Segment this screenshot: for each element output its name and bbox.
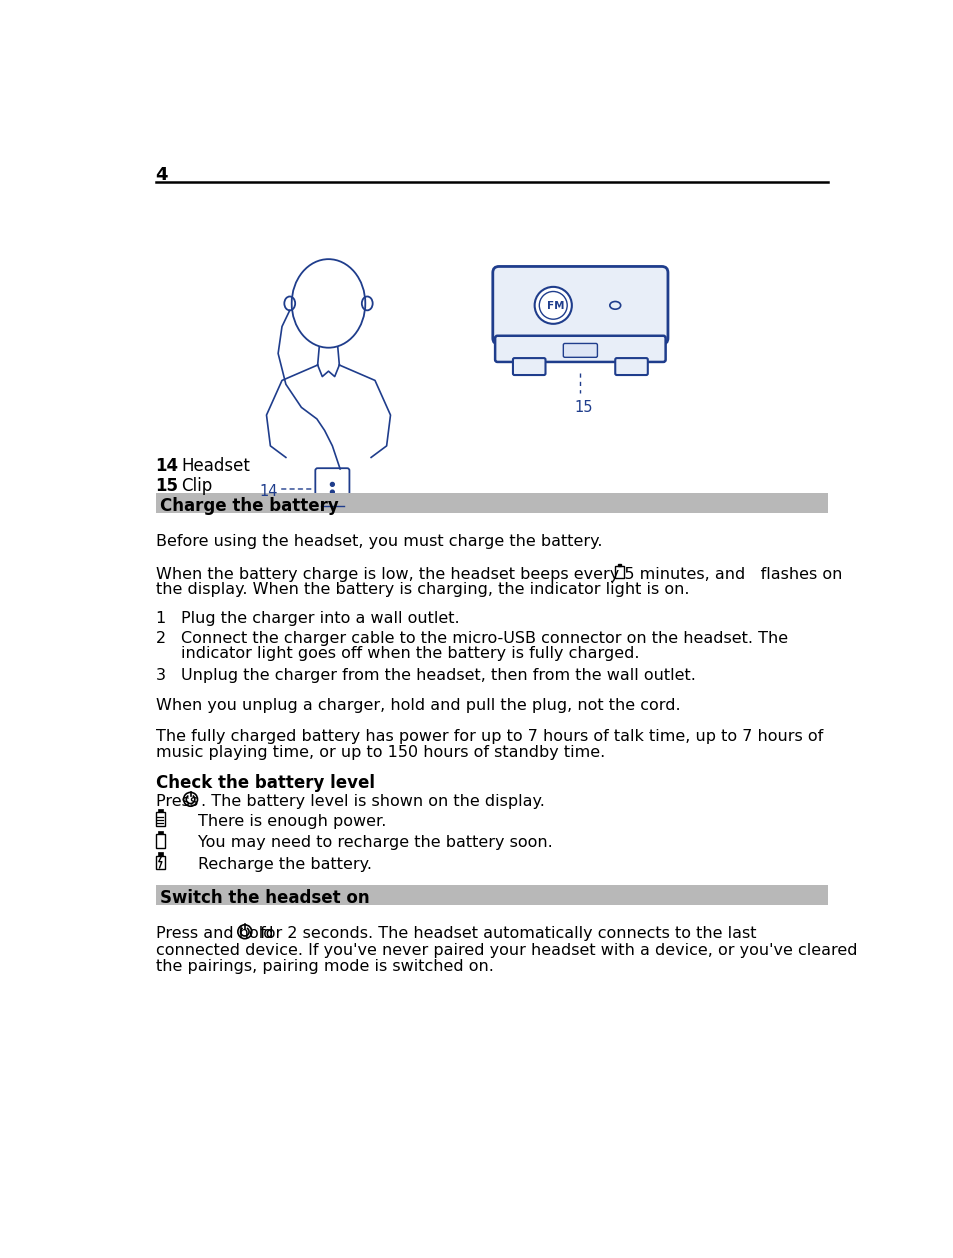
Text: the display. When the battery is charging, the indicator light is on.: the display. When the battery is chargin… <box>155 582 688 598</box>
Text: for 2 seconds. The headset automatically connects to the last: for 2 seconds. The headset automatically… <box>254 926 756 941</box>
Text: When you unplug a charger, hold and pull the plug, not the cord.: When you unplug a charger, hold and pull… <box>155 698 679 713</box>
Text: 14: 14 <box>259 483 277 498</box>
Text: Press: Press <box>155 794 203 809</box>
Text: . The battery level is shown on the display.: . The battery level is shown on the disp… <box>200 794 544 809</box>
FancyBboxPatch shape <box>158 809 162 813</box>
FancyBboxPatch shape <box>513 359 545 375</box>
Text: 1: 1 <box>155 611 166 626</box>
Text: Check the battery level: Check the battery level <box>155 774 375 791</box>
Text: 15: 15 <box>574 400 592 415</box>
FancyBboxPatch shape <box>495 336 665 362</box>
Text: You may need to recharge the battery soon.: You may need to recharge the battery soo… <box>198 835 553 850</box>
Text: When the battery charge is low, the headset beeps every 5 minutes, and   flashes: When the battery charge is low, the head… <box>155 567 841 581</box>
Circle shape <box>330 491 334 494</box>
Text: the pairings, pairing mode is switched on.: the pairings, pairing mode is switched o… <box>155 959 493 974</box>
Text: There is enough power.: There is enough power. <box>198 814 386 829</box>
Text: 4: 4 <box>155 166 168 185</box>
FancyBboxPatch shape <box>617 564 620 566</box>
Text: Plug the charger into a wall outlet.: Plug the charger into a wall outlet. <box>181 611 459 626</box>
Text: connected device. If you've never paired your headset with a device, or you've c: connected device. If you've never paired… <box>155 942 857 957</box>
Text: 2: 2 <box>155 630 166 645</box>
Text: Headset: Headset <box>181 458 250 476</box>
Text: music playing time, or up to 150 hours of standby time.: music playing time, or up to 150 hours o… <box>155 745 604 760</box>
Circle shape <box>330 498 334 502</box>
Text: The fully charged battery has power for up to 7 hours of talk time, up to 7 hour: The fully charged battery has power for … <box>155 730 822 745</box>
Circle shape <box>534 287 571 323</box>
Text: 15: 15 <box>155 477 178 494</box>
Text: Press and hold: Press and hold <box>155 926 278 941</box>
Circle shape <box>330 483 334 487</box>
Text: Connect the charger cable to the micro-USB connector on the headset. The: Connect the charger cable to the micro-U… <box>181 630 787 645</box>
FancyBboxPatch shape <box>158 830 162 834</box>
Text: 14: 14 <box>155 458 178 476</box>
Text: indicator light goes off when the battery is fully charged.: indicator light goes off when the batter… <box>181 647 639 660</box>
Text: Switch the headset on: Switch the headset on <box>159 889 369 907</box>
FancyBboxPatch shape <box>493 267 667 345</box>
Text: 3: 3 <box>155 668 166 683</box>
FancyBboxPatch shape <box>155 493 827 513</box>
Text: Recharge the battery.: Recharge the battery. <box>198 857 372 872</box>
FancyBboxPatch shape <box>158 853 162 855</box>
Text: Before using the headset, you must charge the battery.: Before using the headset, you must charg… <box>155 535 601 550</box>
FancyBboxPatch shape <box>155 884 827 905</box>
FancyBboxPatch shape <box>562 343 597 357</box>
Text: Charge the battery: Charge the battery <box>159 497 338 516</box>
Text: Unplug the charger from the headset, then from the wall outlet.: Unplug the charger from the headset, the… <box>181 668 696 683</box>
Text: FM: FM <box>546 302 564 312</box>
FancyBboxPatch shape <box>615 359 647 375</box>
Text: Clip: Clip <box>181 477 213 494</box>
